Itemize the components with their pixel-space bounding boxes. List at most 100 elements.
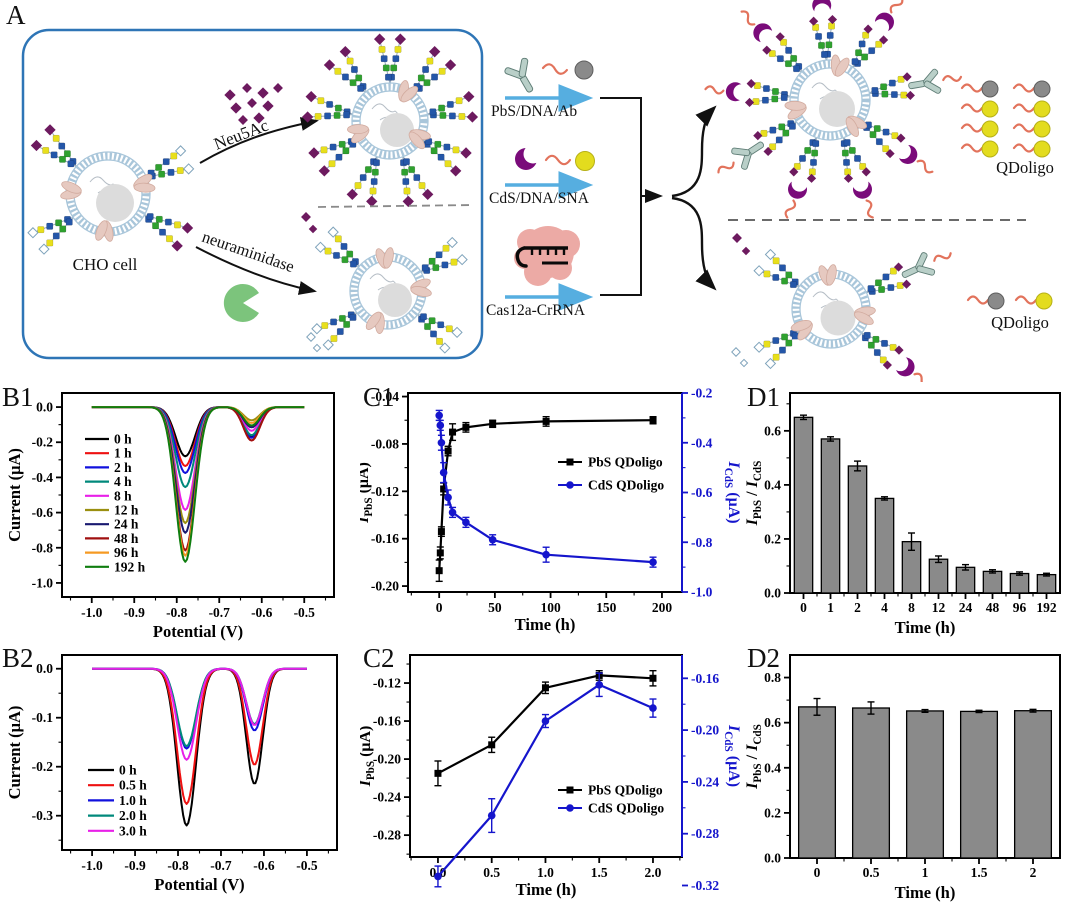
svg-text:-0.20: -0.20 <box>371 579 399 594</box>
svg-text:CdS QDoligo: CdS QDoligo <box>588 478 664 493</box>
panel-label-d2: D2 <box>747 643 780 673</box>
svg-text:-0.28: -0.28 <box>691 826 719 841</box>
svg-text:1.5: 1.5 <box>971 865 988 880</box>
svg-text:12: 12 <box>932 600 946 615</box>
chart-c2-kinetics: 0.0 0.5 1.0 1.5 2.0-0.12-0.16-0.20-0.24-0.28… <box>360 654 740 899</box>
svg-text:-0.32: -0.32 <box>691 878 719 893</box>
svg-text:0.6: 0.6 <box>764 715 781 730</box>
svg-text:0.8: 0.8 <box>764 670 781 685</box>
svg-text:-0.16: -0.16 <box>371 531 399 546</box>
svg-text:-1.0: -1.0 <box>691 585 713 600</box>
svg-text:-0.24: -0.24 <box>373 790 401 805</box>
svg-text:0: 0 <box>800 600 807 615</box>
svg-text:-0.16: -0.16 <box>691 671 719 686</box>
svg-text:ICdS (μA): ICdS (μA) <box>722 460 740 523</box>
pbs-dna-ab-label: PbS/DNA/Ab <box>491 103 578 120</box>
svg-text:-0.4: -0.4 <box>32 470 54 485</box>
svg-text:-0.1: -0.1 <box>32 710 54 725</box>
svg-text:200: 200 <box>652 600 673 615</box>
svg-text:-0.12: -0.12 <box>371 484 399 499</box>
svg-text:-0.7: -0.7 <box>209 605 231 620</box>
svg-text:96: 96 <box>1013 600 1027 615</box>
svg-text:4: 4 <box>881 600 888 615</box>
qdoligo-top-label: QDoligo <box>996 158 1054 177</box>
svg-text:-1.0: -1.0 <box>81 858 103 873</box>
cds-dna-sna-label: CdS/DNA/SNA <box>489 190 589 207</box>
svg-text:192 h: 192 h <box>114 559 146 574</box>
svg-text:50: 50 <box>488 600 502 615</box>
svg-text:-1.0: -1.0 <box>81 605 103 620</box>
chart-b2-dpv: -1.0 -0.9 -0.8 -0.7 -0.6 -0.5 0.0 -0.1 -0.2 -0.3 P… <box>5 654 338 894</box>
svg-text:8 h: 8 h <box>114 488 132 503</box>
svg-text:12 h: 12 h <box>114 503 139 518</box>
svg-text:2.0: 2.0 <box>645 865 662 880</box>
svg-text:-0.3: -0.3 <box>32 808 54 823</box>
svg-text:0.4: 0.4 <box>764 760 781 775</box>
svg-text:Time (h): Time (h) <box>515 615 576 634</box>
svg-text:1 h: 1 h <box>114 446 132 461</box>
svg-text:4 h: 4 h <box>114 474 132 489</box>
svg-text:0.6: 0.6 <box>764 423 781 438</box>
svg-text:-0.12: -0.12 <box>373 676 401 691</box>
panel-label-b2: B2 <box>2 643 34 673</box>
svg-text:-0.9: -0.9 <box>124 605 146 620</box>
svg-text:0.2: 0.2 <box>764 531 781 546</box>
svg-text:0.0: 0.0 <box>36 400 53 415</box>
svg-text:2 h: 2 h <box>114 460 132 475</box>
svg-text:0.0: 0.0 <box>764 851 781 866</box>
panel-label-c2: C2 <box>363 643 395 673</box>
svg-text:-0.24: -0.24 <box>691 774 719 789</box>
svg-text:-0.2: -0.2 <box>32 435 54 450</box>
svg-text:-0.8: -0.8 <box>167 858 189 873</box>
svg-text:1.0 h: 1.0 h <box>119 793 147 808</box>
svg-text:Potential (V): Potential (V) <box>153 622 243 641</box>
svg-text:0.5: 0.5 <box>483 865 500 880</box>
svg-text:24 h: 24 h <box>114 517 139 532</box>
svg-text:Time (h): Time (h) <box>516 880 577 899</box>
svg-text:IPbS (μA): IPbS (μA) <box>360 462 375 524</box>
svg-text:1.0: 1.0 <box>537 865 554 880</box>
svg-text:Time (h): Time (h) <box>895 883 956 902</box>
svg-text:CdS QDoligo: CdS QDoligo <box>588 801 664 816</box>
svg-text:1: 1 <box>922 865 929 880</box>
svg-text:2: 2 <box>854 600 861 615</box>
svg-text:PbS QDoligo: PbS QDoligo <box>588 783 663 798</box>
svg-text:-0.6: -0.6 <box>251 605 273 620</box>
cas12a-crrna-label: Cas12a-CrRNA <box>486 302 586 319</box>
svg-text:Potential (V): Potential (V) <box>154 875 244 894</box>
svg-text:0.4: 0.4 <box>764 477 781 492</box>
svg-text:-0.9: -0.9 <box>124 858 146 873</box>
svg-text:3.0 h: 3.0 h <box>119 823 147 838</box>
svg-text:-0.8: -0.8 <box>691 535 713 550</box>
svg-text:48: 48 <box>986 600 1000 615</box>
svg-text:-0.16: -0.16 <box>373 714 401 729</box>
svg-text:0: 0 <box>814 865 821 880</box>
svg-text:0 h: 0 h <box>114 432 132 447</box>
qdoligo-bottom-label: QDoligo <box>991 313 1049 332</box>
panel-label-a: A <box>6 0 26 30</box>
svg-text:-0.2: -0.2 <box>691 386 713 401</box>
svg-text:96 h: 96 h <box>114 545 139 560</box>
svg-text:-0.8: -0.8 <box>32 540 54 555</box>
svg-text:-0.04: -0.04 <box>371 389 399 404</box>
panel-label-c1: C1 <box>363 382 395 412</box>
svg-text:ICdS (μA): ICdS (μA) <box>722 724 740 787</box>
svg-text:-0.28: -0.28 <box>373 828 401 843</box>
panel-label-d1: D1 <box>747 382 780 412</box>
svg-text:-0.08: -0.08 <box>371 436 399 451</box>
svg-text:-0.2: -0.2 <box>32 759 54 774</box>
svg-text:100: 100 <box>540 600 561 615</box>
svg-text:24: 24 <box>959 600 973 615</box>
svg-text:-0.7: -0.7 <box>210 858 232 873</box>
svg-text:2: 2 <box>1030 865 1037 880</box>
svg-text:-0.20: -0.20 <box>373 752 401 767</box>
svg-text:0.5: 0.5 <box>863 865 880 880</box>
svg-text:1.5: 1.5 <box>591 865 608 880</box>
chart-c1-kinetics: 0 50 100 150 200 -0.04 -0.08 -0.12 -0.16 -0.20 -0.… <box>360 386 740 635</box>
svg-text:0.2: 0.2 <box>764 805 781 820</box>
svg-text:2.0 h: 2.0 h <box>119 808 147 823</box>
svg-text:8: 8 <box>908 600 915 615</box>
svg-text:IPbS / ICdS: IPbS / ICdS <box>744 724 764 790</box>
cho-cell-label: CHO cell <box>72 255 138 274</box>
